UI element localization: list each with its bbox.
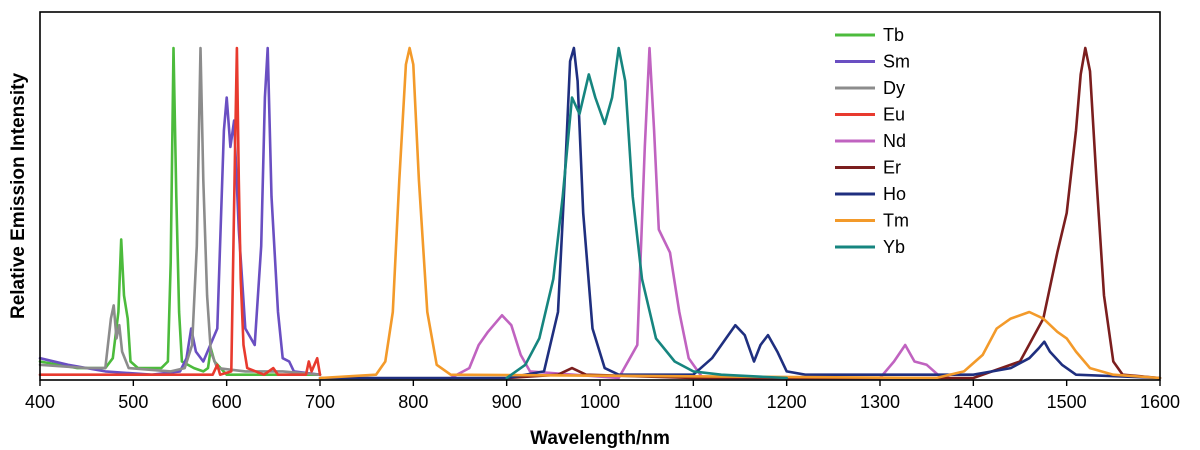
x-tick-label: 1000 (580, 392, 620, 412)
x-tick-label: 900 (492, 392, 522, 412)
x-tick-label: 600 (212, 392, 242, 412)
legend-label-dy: Dy (883, 78, 905, 98)
x-tick-label: 800 (398, 392, 428, 412)
series-line-tm (318, 46, 1162, 380)
legend-label-nd: Nd (883, 131, 906, 151)
series-line-dy (38, 46, 322, 376)
legend: Tb Sm Dy Eu Nd Er Ho Tm Yb (835, 25, 910, 257)
x-axis-title: Wavelength/nm (530, 428, 670, 449)
x-axis: 400 500 600 700 800 900 1000 1100 1200 1300 1400 15… (25, 380, 1180, 412)
x-tick-label: 1500 (1047, 392, 1087, 412)
x-tick-label: 1200 (767, 392, 807, 412)
x-tick-label: 1400 (953, 392, 993, 412)
series-line-nd (449, 46, 952, 380)
series-line-yb (505, 46, 788, 380)
legend-label-sm: Sm (883, 52, 910, 72)
x-tick-label: 400 (25, 392, 55, 412)
series-line-eu (38, 46, 322, 376)
y-axis-title: Relative Emission Intensity (8, 73, 29, 319)
series-line-ho (318, 46, 1162, 380)
x-tick-label: 700 (305, 392, 335, 412)
series-layer (38, 46, 1162, 380)
x-tick-label: 500 (118, 392, 148, 412)
series-line-er (505, 46, 1162, 380)
x-tick-label: 1300 (860, 392, 900, 412)
legend-label-yb: Yb (883, 237, 905, 257)
legend-label-ho: Ho (883, 184, 906, 204)
x-tick-label: 1100 (674, 392, 713, 412)
legend-label-er: Er (883, 158, 901, 178)
legend-label-tb: Tb (883, 25, 904, 45)
legend-label-eu: Eu (883, 105, 905, 125)
series-line-tb (38, 46, 322, 376)
x-tick-label: 1600 (1140, 392, 1180, 412)
legend-label-tm: Tm (883, 211, 909, 231)
